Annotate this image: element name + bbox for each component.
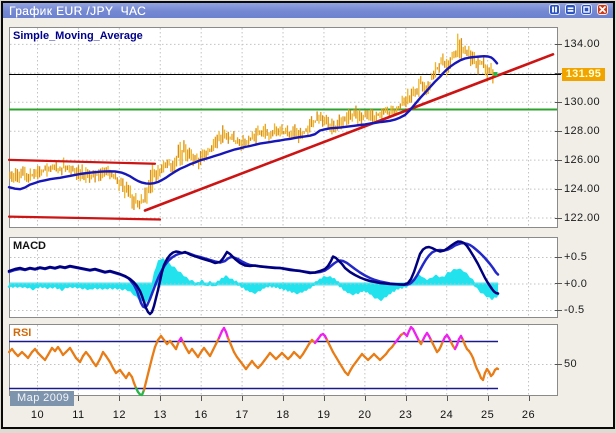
date-axis-label: 24 bbox=[440, 409, 454, 421]
date-axis-label: 17 bbox=[235, 409, 249, 421]
price-axis-tick bbox=[555, 217, 562, 219]
window-title: График EUR /JPY ЧАС bbox=[9, 3, 147, 18]
date-axis-tick bbox=[487, 396, 489, 401]
price-axis-tick bbox=[555, 101, 562, 103]
rsi-indicator-label: RSI bbox=[13, 327, 32, 339]
date-axis-tick bbox=[364, 396, 366, 401]
macd-axis-tick bbox=[555, 309, 562, 311]
date-axis-label: 13 bbox=[153, 409, 167, 421]
price-axis-label: 130.00 bbox=[564, 96, 601, 109]
price-axis-label: 128.00 bbox=[564, 125, 601, 138]
date-axis-tick bbox=[119, 396, 121, 401]
macd-chart bbox=[7, 238, 556, 317]
price-axis-tick bbox=[555, 159, 562, 161]
macd-axis-label: +0.0 bbox=[564, 277, 588, 290]
rsi-axis-label: 50 bbox=[564, 358, 578, 371]
date-axis-tick bbox=[528, 396, 530, 401]
macd-axis-tick bbox=[555, 256, 562, 258]
macd-indicator-label: MACD bbox=[13, 240, 46, 252]
price-axis-label: 126.00 bbox=[564, 154, 601, 167]
date-axis-tick bbox=[201, 396, 203, 401]
title-bar-buttons bbox=[549, 4, 608, 15]
date-axis-label: 11 bbox=[72, 409, 85, 421]
pause-button[interactable] bbox=[549, 4, 560, 15]
date-axis-tick bbox=[446, 396, 448, 401]
price-axis-tick bbox=[555, 188, 562, 190]
date-axis-label: 23 bbox=[399, 409, 413, 421]
price-axis-label: 134.00 bbox=[564, 38, 601, 51]
rsi-axis-tick bbox=[555, 363, 562, 365]
date-axis-label: 18 bbox=[276, 409, 290, 421]
macd-axis-label: -0.5 bbox=[564, 304, 585, 317]
sma-indicator-label: Simple_Moving_Average bbox=[13, 30, 143, 42]
last-price-badge: 131.95 bbox=[562, 67, 605, 81]
title-bar[interactable]: График EUR /JPY ЧАС bbox=[3, 3, 613, 18]
date-axis-label: 16 bbox=[194, 409, 208, 421]
price-axis-tick bbox=[555, 43, 562, 45]
date-axis-tick bbox=[242, 396, 244, 401]
date-axis-label: 20 bbox=[358, 409, 372, 421]
date-axis-tick bbox=[405, 396, 407, 401]
date-axis-label: 25 bbox=[480, 409, 495, 421]
rsi-panel[interactable]: RSI bbox=[7, 324, 558, 397]
date-axis-label: 10 bbox=[30, 409, 45, 421]
price-axis-tick bbox=[555, 72, 562, 74]
rsi-chart bbox=[7, 325, 556, 397]
date-axis-tick bbox=[160, 396, 162, 401]
date-axis-label: 26 bbox=[521, 409, 536, 421]
close-button[interactable] bbox=[597, 4, 608, 15]
minimize-button[interactable] bbox=[565, 4, 576, 15]
date-axis-label: 12 bbox=[112, 409, 126, 421]
date-axis-tick bbox=[323, 396, 325, 401]
price-axis-label: 122.00 bbox=[564, 212, 601, 225]
macd-axis-tick bbox=[555, 283, 562, 285]
macd-axis-label: +0.5 bbox=[564, 251, 588, 264]
price-chart-panel[interactable]: Simple_Moving_Average bbox=[7, 27, 561, 228]
maximize-button[interactable] bbox=[581, 4, 592, 15]
price-chart bbox=[7, 28, 561, 226]
price-axis-tick bbox=[555, 130, 562, 132]
date-axis-tick bbox=[283, 396, 285, 401]
month-label: Мар 2009 bbox=[10, 391, 74, 406]
macd-panel[interactable]: MACD bbox=[7, 237, 558, 318]
date-axis-label: 19 bbox=[317, 409, 331, 421]
price-axis-label: 124.00 bbox=[564, 183, 601, 196]
date-axis-tick bbox=[78, 396, 80, 401]
